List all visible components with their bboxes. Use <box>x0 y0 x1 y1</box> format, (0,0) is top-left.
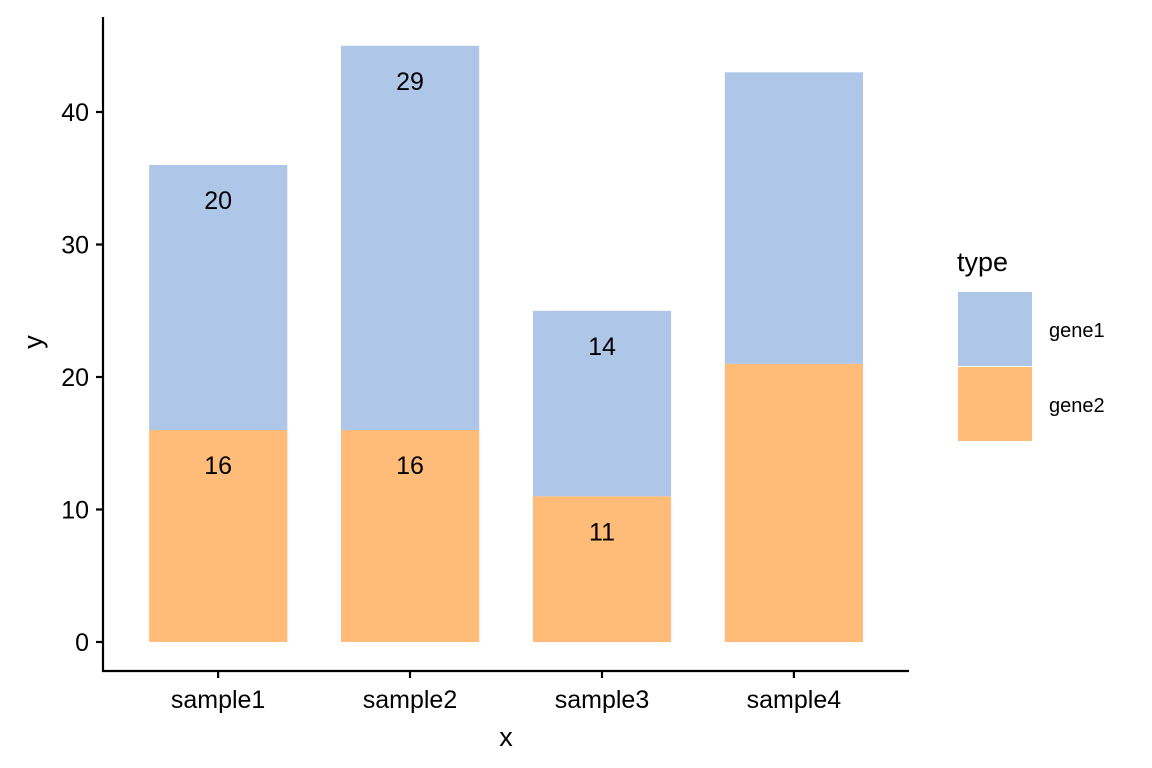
bar-gene1-sample1 <box>149 165 288 430</box>
bar-gene1-sample3 <box>532 310 672 497</box>
data-label-gene2-sample3: 11 <box>589 518 615 546</box>
x-tick-label: sample3 <box>555 686 650 714</box>
bar-gene2-sample4 <box>724 363 863 643</box>
y-tick-label: 10 <box>61 497 89 525</box>
y-axis-title: y <box>18 335 48 349</box>
x-tick-label: sample2 <box>363 686 458 714</box>
y-tick-label: 30 <box>61 232 89 260</box>
data-label-gene2-sample1: 16 <box>204 452 232 480</box>
bar-gene2-sample3 <box>532 496 672 643</box>
legend-key-gene1 <box>958 292 1032 366</box>
y-tick-label: 20 <box>61 364 89 392</box>
bar-gene2-sample2 <box>341 430 480 642</box>
data-label-gene1-sample2: 29 <box>396 68 424 96</box>
y-tick-label: 40 <box>61 99 89 127</box>
data-label-gene1-sample3: 14 <box>588 333 616 361</box>
bar-gene1-sample2 <box>341 45 480 431</box>
data-label-gene2-sample2: 16 <box>396 452 424 480</box>
x-axis-title: x <box>499 722 513 752</box>
legend: type gene1 gene2 <box>957 247 1105 441</box>
y-tick-label: 0 <box>75 629 89 657</box>
legend-key-gene2 <box>958 367 1032 441</box>
x-axis-ticks: sample1 sample2 sample3 sample4 <box>171 671 841 714</box>
bars-layer <box>149 45 863 643</box>
bar-gene2-sample1 <box>149 430 288 642</box>
x-tick-label: sample1 <box>171 686 266 714</box>
legend-label-gene1: gene1 <box>1049 320 1105 342</box>
y-axis-ticks: 0 10 20 30 40 <box>61 99 103 657</box>
legend-label-gene2: gene2 <box>1049 395 1105 417</box>
x-tick-label: sample4 <box>747 686 842 714</box>
bar-gene1-sample4 <box>724 72 863 364</box>
bar-labels-layer: 16 20 16 29 11 14 <box>204 68 616 546</box>
data-label-gene1-sample1: 20 <box>204 187 232 215</box>
legend-title: type <box>957 247 1008 277</box>
